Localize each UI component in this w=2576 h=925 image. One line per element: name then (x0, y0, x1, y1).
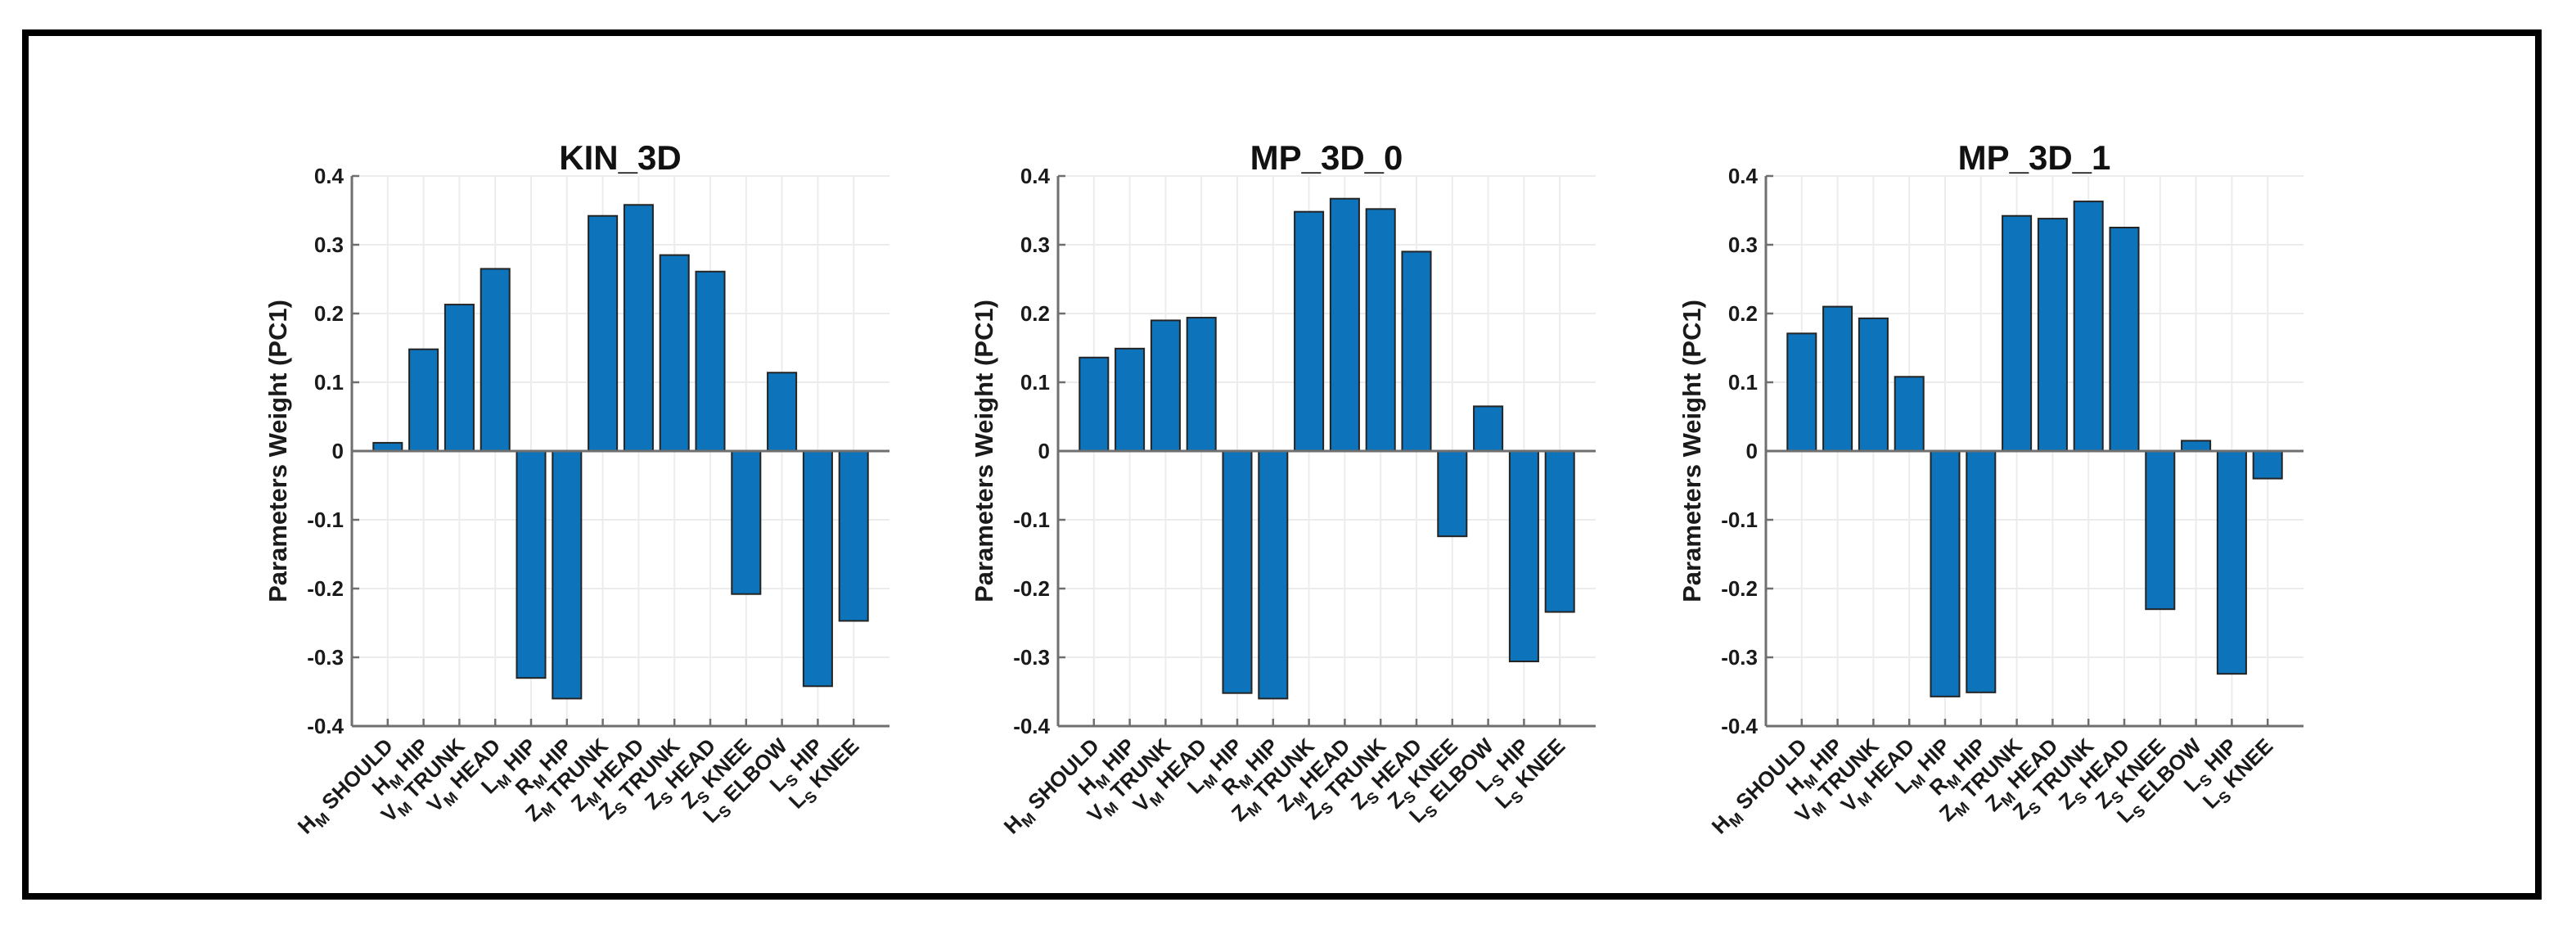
bar (2037, 218, 2068, 452)
bar (1329, 197, 1360, 452)
y-tick-label: -0.2 (1721, 576, 1758, 601)
bar (408, 348, 439, 452)
bar (1222, 450, 1253, 694)
y-tick-label: -0.3 (307, 645, 344, 670)
y-tick-label: 0.2 (1728, 301, 1758, 326)
y-tick-label: 0.2 (1020, 301, 1050, 326)
y-tick-label: 0 (1038, 439, 1050, 463)
bar (516, 450, 547, 679)
y-tick-label: 0.3 (314, 232, 344, 257)
y-tick-label: 0.1 (1728, 370, 1758, 395)
bar (623, 204, 654, 452)
y-tick-label: -0.2 (307, 576, 344, 601)
bar (767, 372, 798, 452)
y-axis-label: Parameters Weight (PC1) (970, 300, 998, 602)
y-tick-label: 0.1 (314, 370, 344, 395)
bar (2145, 450, 2176, 611)
bar (1401, 250, 1432, 452)
y-tick-label: 0.4 (314, 164, 345, 188)
bar (1930, 450, 1961, 697)
y-tick-label: -0.4 (1721, 714, 1758, 738)
bar (1473, 405, 1504, 452)
y-tick-label: -0.3 (1721, 645, 1758, 670)
figure-border (22, 29, 2542, 900)
y-tick-label: 0.1 (1020, 370, 1050, 395)
bar (480, 268, 511, 452)
y-tick-label: 0.4 (1020, 164, 1051, 188)
bar (1966, 450, 1997, 693)
y-axis-label: Parameters Weight (PC1) (263, 300, 292, 602)
chart-title: MP_3D_1 (1958, 138, 2111, 177)
bar (2002, 214, 2033, 452)
y-tick-label: 0.2 (314, 301, 344, 326)
chart-title: MP_3D_0 (1250, 138, 1403, 177)
bar (1150, 319, 1181, 452)
y-tick-label: 0 (332, 439, 344, 463)
bar (1786, 332, 1817, 452)
bar (1186, 317, 1217, 453)
bar (731, 450, 762, 595)
bar (1437, 450, 1468, 538)
y-tick-label: -0.4 (307, 714, 344, 738)
y-tick-label: 0.3 (1728, 232, 1758, 257)
chart-mp-3d-1: 0.40.30.20.10-0.1-0.2-0.3-0.4HM SHOULDHM… (1707, 164, 2304, 838)
bar (802, 450, 833, 688)
bar (552, 450, 583, 700)
y-tick-label: -0.1 (307, 508, 344, 532)
y-tick-label: 0 (1746, 439, 1758, 463)
bar (1822, 305, 1853, 452)
bar (1079, 356, 1110, 453)
y-tick-label: -0.1 (1721, 508, 1758, 532)
bar (2073, 201, 2104, 453)
bar (2109, 227, 2140, 452)
y-tick-label: -0.3 (1013, 645, 1050, 670)
bar (2216, 450, 2247, 675)
bar (659, 254, 690, 452)
bar (1294, 210, 1325, 452)
bar (1544, 450, 1575, 613)
y-tick-label: -0.1 (1013, 508, 1050, 532)
bar (2181, 440, 2212, 453)
y-axis-label: Parameters Weight (PC1) (1678, 300, 1706, 602)
y-tick-label: -0.4 (1013, 714, 1050, 738)
y-tick-label: 0.4 (1728, 164, 1759, 188)
bar (1894, 376, 1925, 452)
bar (695, 270, 726, 453)
bar (1858, 317, 1889, 452)
bar (2252, 450, 2283, 480)
bar (1365, 208, 1396, 452)
chart-kin-3d: 0.40.30.20.10-0.1-0.2-0.3-0.4HM SHOULDHM… (293, 164, 889, 838)
chart-title: KIN_3D (559, 138, 681, 177)
chart-mp-3d-0: 0.40.30.20.10-0.1-0.2-0.3-0.4HM SHOULDHM… (999, 164, 1596, 838)
bar (588, 214, 619, 452)
y-tick-label: 0.3 (1020, 232, 1050, 257)
bar (372, 441, 403, 452)
bar (1508, 450, 1539, 663)
bar (838, 450, 869, 622)
y-tick-label: -0.2 (1013, 576, 1050, 601)
bar (1115, 347, 1146, 452)
bar (444, 304, 475, 452)
bar (1258, 450, 1289, 700)
